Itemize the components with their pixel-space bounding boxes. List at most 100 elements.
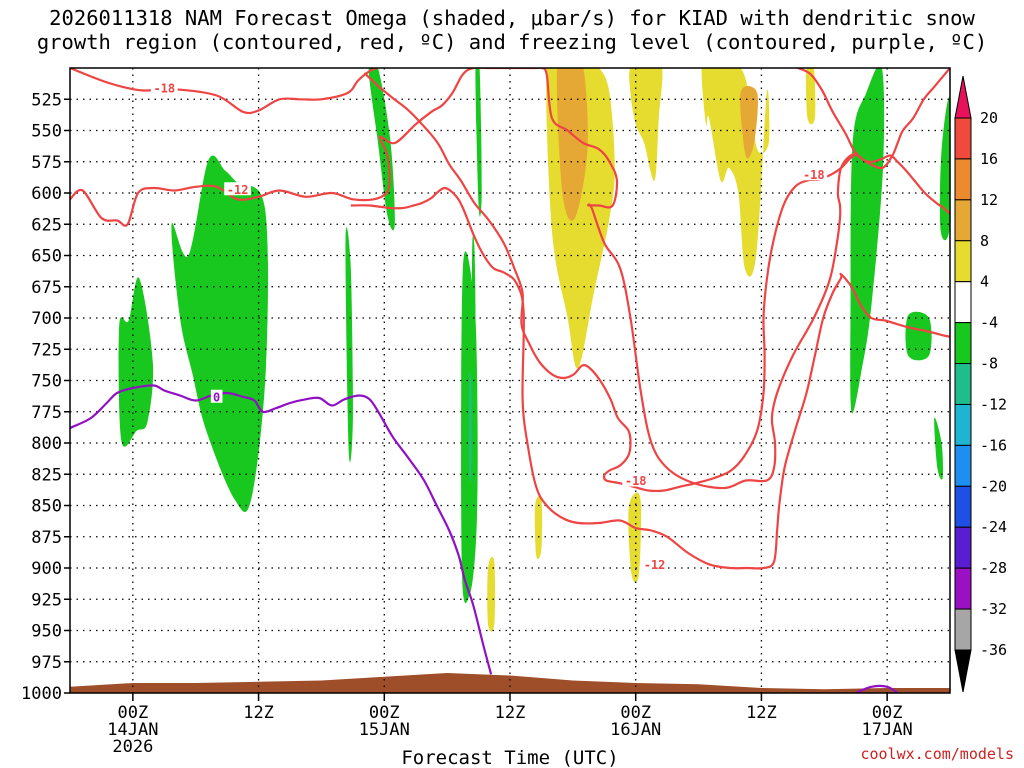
colorbar-label-12: -32: [980, 600, 1007, 618]
omega-region-0: [118, 277, 154, 447]
dgz-label-1: -12: [227, 183, 249, 197]
omega-region-17: [628, 492, 642, 583]
dgz-label-bg-4: [800, 167, 828, 181]
freezing-level-label-bg-0: [210, 389, 223, 403]
colorbar-box-6: [954, 322, 972, 365]
y-tick-label-625: 625: [31, 215, 62, 235]
x-axis-label: Forecast Time (UTC): [401, 747, 618, 768]
freezing-level-contour-0: [70, 384, 493, 675]
omega-region-3: [345, 227, 353, 463]
contour-labels: -18 -12 -12 -18 -18 0: [150, 81, 828, 572]
y-tick-label-575: 575: [31, 153, 62, 173]
x-tick-label-h78-1: 17JAN: [862, 720, 913, 740]
y-tick-label-825: 825: [31, 465, 62, 485]
colorbar-label-13: -36: [980, 641, 1007, 659]
y-tick-label-1000: 1000: [21, 684, 62, 704]
x-tick-label-h18-0: 12Z: [243, 703, 274, 723]
omega-region-5: [471, 235, 476, 328]
terrain-fill: [70, 673, 950, 693]
grid-lines: [70, 68, 950, 693]
omega-region-14: [701, 68, 770, 277]
x-tick-label-h54-1: 16JAN: [610, 720, 661, 740]
freezing-level-label-0: 0: [213, 390, 220, 404]
colorbar-box-1: [954, 117, 972, 160]
colorbar-box-8: [954, 403, 972, 446]
chart-title-line2: growth region (contoured, red, ºC) and f…: [36, 30, 988, 54]
dgz-label-bg-1: [224, 182, 252, 196]
y-tick-label-975: 975: [31, 653, 62, 673]
dgz-label-2: -12: [644, 558, 666, 572]
y-tick-label-650: 650: [31, 247, 62, 267]
colorbar-bottom-arrow: [954, 649, 972, 693]
colorbar-label-9: -20: [980, 477, 1007, 495]
omega-region-8: [905, 311, 932, 361]
x-tick-label-h30-1: 15JAN: [359, 720, 410, 740]
colorbar-box-7: [954, 363, 972, 405]
x-tick-label-h6-2: 2026: [112, 737, 153, 757]
colorbar-box-5: [954, 281, 972, 324]
omega-region-16: [534, 495, 543, 560]
y-tick-label-550: 550: [31, 122, 62, 142]
dgz-contour-1: [70, 68, 950, 490]
omega-region-19: [556, 68, 588, 221]
dgz-contour-3: [363, 72, 859, 493]
omega-shading: [118, 68, 950, 632]
terrain-surface: [70, 673, 950, 693]
dgz-label-3: -18: [625, 474, 647, 488]
omega-region-1: [171, 155, 269, 513]
chart-title-line1: 2026011318 NAM Forecast Omega (shaded, μ…: [49, 6, 975, 30]
colorbar-box-11: [954, 526, 972, 569]
y-tick-label-750: 750: [31, 372, 62, 392]
x-tick-label-h42-0: 12Z: [495, 703, 526, 723]
omega-region-6: [475, 68, 482, 217]
colorbar-box-3: [954, 199, 972, 242]
dgz-label-bg-2: [641, 557, 668, 571]
colorbar-label-5: -4: [980, 314, 998, 332]
y-axis-ticks: 525 550 575 600 625 650 675 700 725 750 775 800 825 8…: [21, 90, 70, 704]
chart-title: 2026011318 NAM Forecast Omega (shaded, μ…: [0, 6, 1024, 54]
y-tick-label-525: 525: [31, 90, 62, 110]
freezing-level-contour-1: [855, 684, 899, 693]
omega-region-18: [487, 556, 496, 632]
x-tick-label-h78-0: 00Z: [872, 703, 903, 723]
colorbar-label-3: 8: [980, 232, 989, 250]
omega-region-9: [934, 417, 944, 480]
y-tick-label-675: 675: [31, 278, 62, 298]
colorbar-label-10: -24: [980, 518, 1007, 536]
omega-region-20: [740, 85, 758, 159]
colorbar: 20 16 12 8 4 -4 -8 -12 -16 -20 -24 -28 -32 -36: [954, 75, 1007, 693]
colorbar-box-10: [954, 485, 972, 528]
colorbar-label-7: -12: [980, 395, 1007, 413]
x-tick-label-h6-0: 00Z: [117, 703, 148, 723]
x-tick-label-h6-1: 14JAN: [107, 720, 158, 740]
colorbar-box-12: [954, 567, 972, 610]
y-tick-label-875: 875: [31, 528, 62, 548]
colorbar-label-2: 12: [980, 191, 998, 209]
dgz-label-bg-0: [150, 81, 178, 94]
colorbar-label-4: 4: [980, 273, 989, 291]
y-tick-label-775: 775: [31, 403, 62, 423]
colorbar-label-11: -28: [980, 559, 1007, 577]
y-tick-label-600: 600: [31, 184, 62, 204]
omega-region-13: [629, 68, 663, 181]
omega-region-11: [468, 372, 472, 483]
x-tick-label-h54-0: 00Z: [620, 703, 651, 723]
dgz-contour-4: [797, 68, 950, 216]
colorbar-box-9: [954, 444, 972, 487]
y-tick-label-900: 900: [31, 559, 62, 579]
y-tick-label-700: 700: [31, 309, 62, 329]
colorbar-top-arrow: [954, 75, 972, 119]
y-tick-label-800: 800: [31, 434, 62, 454]
dgz-label-0: -18: [153, 82, 175, 96]
y-tick-label-725: 725: [31, 340, 62, 360]
y-tick-label-850: 850: [31, 497, 62, 517]
contour-lines: [70, 68, 950, 693]
x-tick-label-h30-0: 00Z: [369, 703, 400, 723]
colorbar-box-13: [954, 608, 972, 651]
credit-link[interactable]: coolwx.com/models: [860, 745, 1014, 763]
y-tick-label-925: 925: [31, 590, 62, 610]
omega-region-10: [939, 97, 950, 241]
omega-region-7: [850, 68, 885, 414]
